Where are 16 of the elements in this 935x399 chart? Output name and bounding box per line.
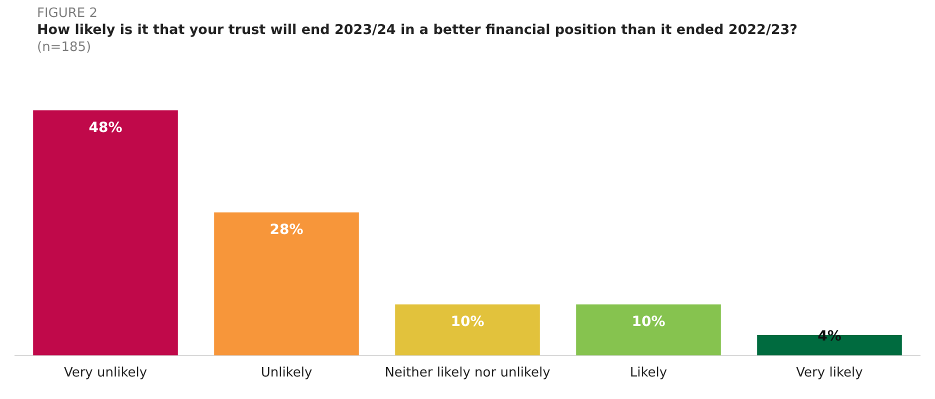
data-label: 10%	[632, 314, 666, 330]
chart-title: How likely is it that your trust will end 2023/24 in a better financial position than it ended 2022/23?	[37, 22, 798, 38]
x-tick-label: Unlikely	[260, 366, 312, 381]
data-label: 28%	[270, 222, 304, 238]
bar	[214, 212, 359, 356]
x-tick-label: Likely	[630, 366, 668, 381]
x-tick-label: Very likely	[796, 366, 864, 381]
bar	[576, 304, 721, 356]
x-tick-label: Very unlikely	[64, 366, 148, 381]
x-tick-label: Neither likely nor unlikely	[384, 366, 551, 381]
caption: FIGURE 2	[37, 6, 99, 21]
bar	[395, 304, 540, 356]
data-label: 48%	[88, 120, 122, 136]
data-label: 10%	[450, 314, 484, 330]
chart-subtitle: (n=185)	[37, 40, 92, 55]
bar	[33, 110, 178, 356]
